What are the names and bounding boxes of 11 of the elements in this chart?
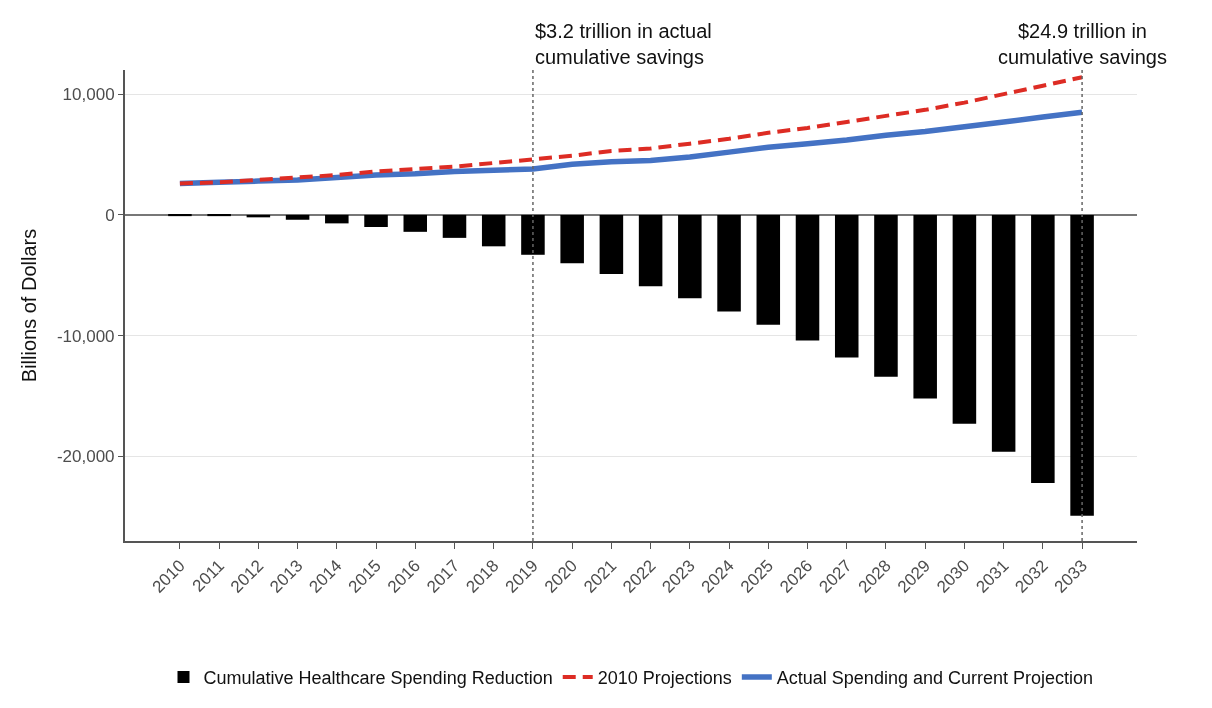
y-axis-title: Billions of Dollars <box>17 228 40 383</box>
line-series <box>177 75 1085 186</box>
ref-line-label: $3.2 trillion in actual cumulative savings <box>535 20 712 68</box>
legend-label: Cumulative Healthcare Spending Reduction <box>203 667 553 688</box>
legend-label: Actual Spending and Current Projection <box>776 667 1094 688</box>
ref-line-label: $24.9 trillion in cumulative savings <box>998 20 1167 68</box>
y-tick-label: -10,000 <box>56 326 115 346</box>
legend-label: 2010 Projections <box>597 667 732 688</box>
y-tick-label: -20,000 <box>56 447 115 467</box>
y-tick-label: 0 <box>105 205 115 225</box>
y-tick-label: 10,000 <box>62 85 115 105</box>
